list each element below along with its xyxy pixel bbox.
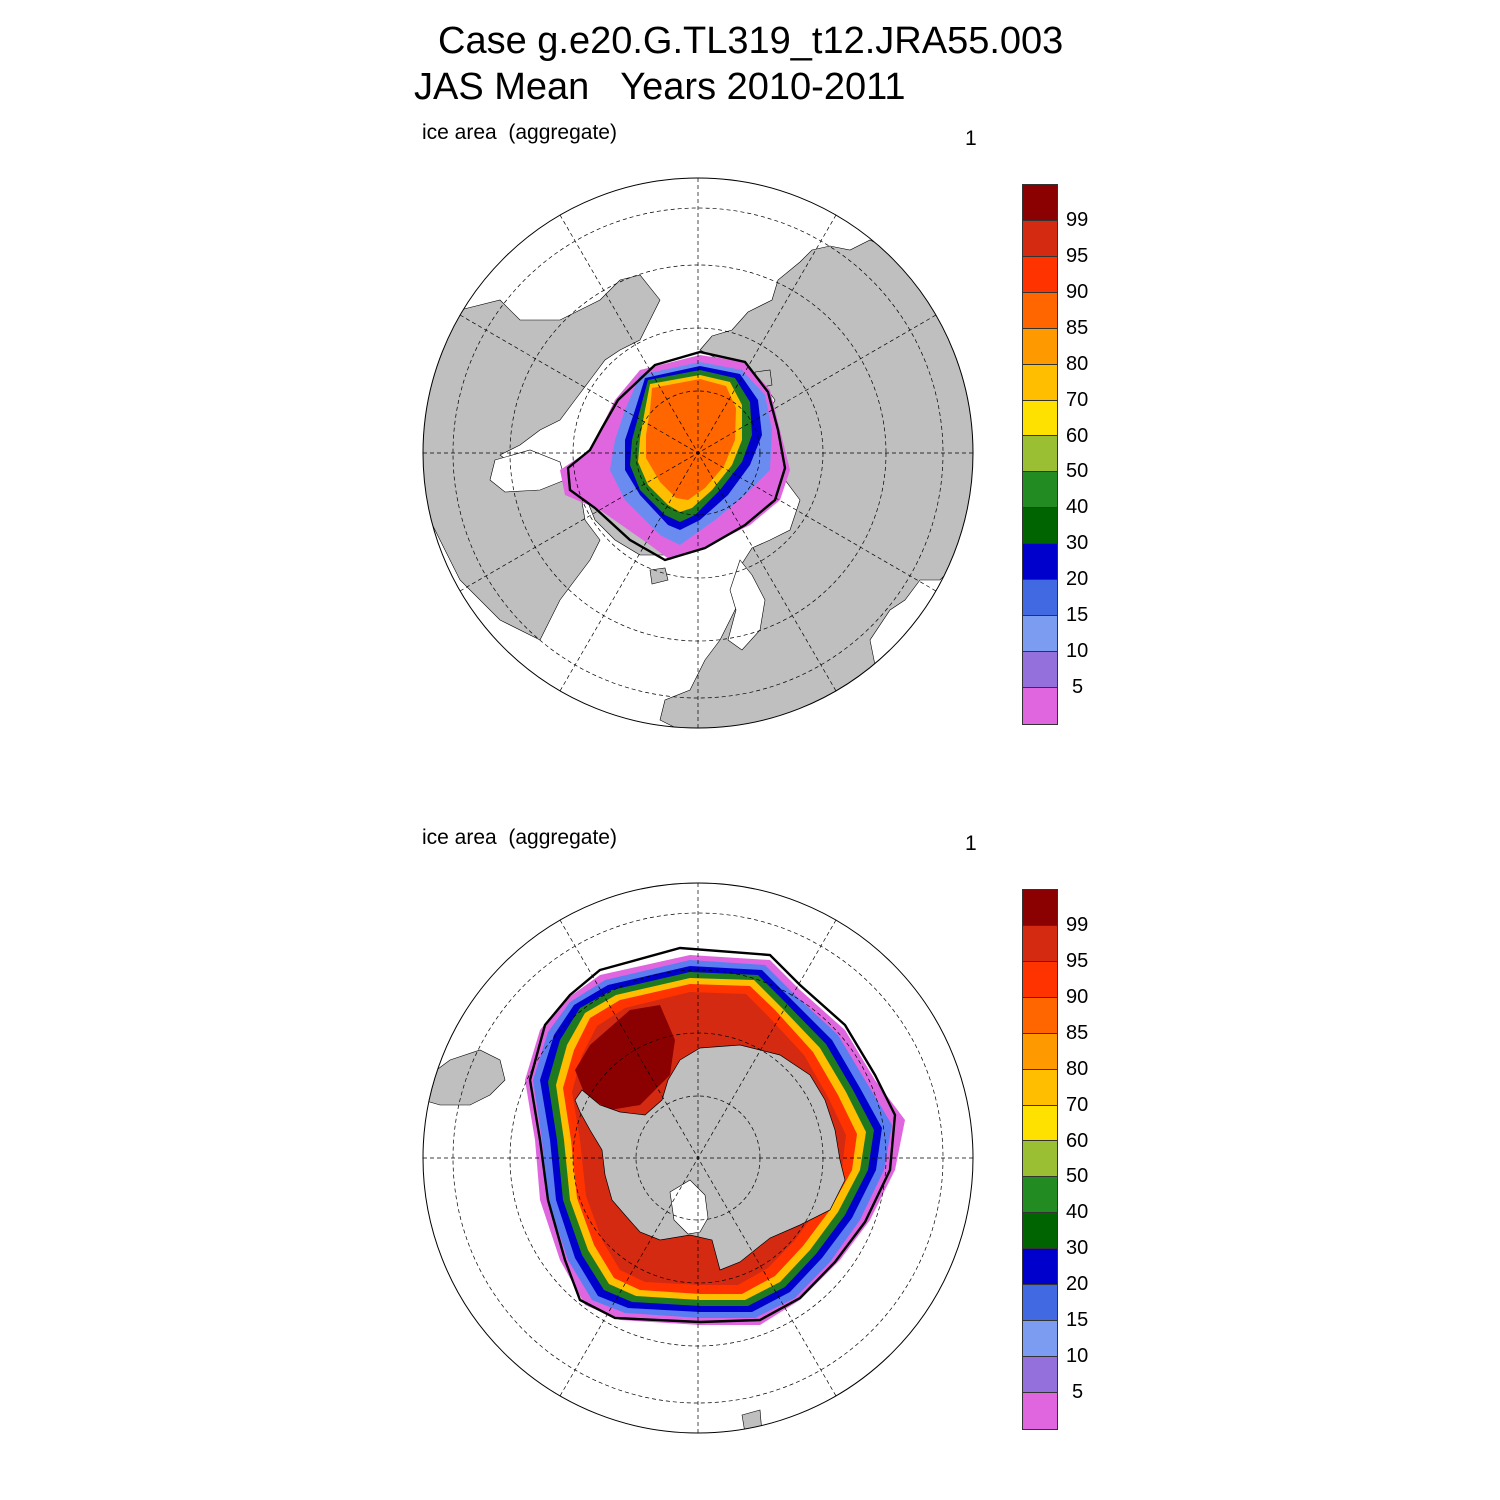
colorbar-tick-label: 60 <box>1066 1129 1089 1152</box>
south-ice-99 <box>575 1005 675 1110</box>
colorbar-box <box>1023 185 1057 221</box>
south-land-antarctica <box>574 1044 846 1271</box>
north-polar-map <box>423 178 973 728</box>
north-land-america <box>423 274 661 641</box>
colorbar-tick-label: 15 <box>1066 1309 1089 1332</box>
colorbar-tick-label: 70 <box>1066 1093 1089 1116</box>
colorbar-tick-label: 20 <box>1066 1273 1089 1296</box>
colorbar-tick-label: 20 <box>1066 568 1089 591</box>
title-line-1: Case g.e20.G.TL319_t12.JRA55.003 <box>438 20 1064 62</box>
colorbar-tick-label: 15 <box>1066 604 1089 627</box>
colorbar-box <box>1023 436 1057 473</box>
colorbar-box <box>1023 1356 1057 1393</box>
colorbar-box <box>1023 1392 1057 1429</box>
colorbar-box <box>1023 1069 1057 1106</box>
colorbar-tick-label: 40 <box>1066 1201 1089 1224</box>
colorbar-box <box>1023 400 1057 437</box>
colorbar-box <box>1023 1033 1057 1070</box>
colorbar-box <box>1023 997 1057 1034</box>
colorbar-box <box>1023 1321 1057 1357</box>
colorbar-tick-label: 10 <box>1066 1345 1089 1368</box>
colorbar-tick-label: 80 <box>1066 1057 1089 1080</box>
south-ross-shelf <box>669 1179 709 1235</box>
colorbar-north <box>1022 184 1058 725</box>
colorbar-tick-label: 30 <box>1066 532 1089 555</box>
colorbar-tick-label: 99 <box>1066 208 1089 231</box>
colorbar-box <box>1023 580 1057 617</box>
colorbar-box <box>1023 687 1057 724</box>
colorbar-box <box>1023 961 1057 998</box>
colorbar-box <box>1023 1177 1057 1214</box>
panel-south-label: ice area (aggregate) <box>422 826 617 849</box>
north-hudson-bay <box>489 449 566 493</box>
colorbar-tick-label: 99 <box>1066 913 1089 936</box>
colorbar-tick-label: 85 <box>1066 1021 1089 1044</box>
north-baltic <box>727 559 766 651</box>
colorbar-tick-label: 90 <box>1066 985 1089 1008</box>
south-observed-edge <box>528 946 897 1324</box>
north-boundary <box>422 177 974 729</box>
colorbar-box <box>1023 1285 1057 1322</box>
colorbar-box <box>1023 328 1057 365</box>
colorbar-box <box>1023 1249 1057 1286</box>
colorbar-box <box>1023 616 1057 652</box>
colorbar-box <box>1023 544 1057 581</box>
south-polar-map <box>423 883 973 1433</box>
colorbar-box <box>1023 508 1057 545</box>
colorbar-tick-label: 60 <box>1066 424 1089 447</box>
panel-north-label: ice area (aggregate) <box>422 121 617 144</box>
colorbar-tick-label: 30 <box>1066 1237 1089 1260</box>
colorbar-tick-label: 95 <box>1066 244 1089 267</box>
colorbar-box <box>1023 651 1057 688</box>
colorbar-box <box>1023 220 1057 257</box>
colorbar-tick-label: 90 <box>1066 280 1089 303</box>
north-graticule <box>423 178 973 728</box>
colorbar-box <box>1023 890 1057 926</box>
colorbar-box <box>1023 1105 1057 1142</box>
north-observed-edge <box>566 350 787 562</box>
title-line-2: JAS Mean Years 2010-2011 <box>414 66 906 108</box>
colorbar-box <box>1023 256 1057 293</box>
colorbar-box <box>1023 925 1057 962</box>
colorbar-tick-label: 85 <box>1066 316 1089 339</box>
colorbar-tick-label: 50 <box>1066 460 1089 483</box>
south-land-america <box>423 1049 506 1106</box>
colorbar-tick-label: 10 <box>1066 640 1089 663</box>
colorbar-south <box>1022 889 1058 1430</box>
colorbar-box <box>1023 1141 1057 1178</box>
colorbar-box <box>1023 1213 1057 1250</box>
colorbar-box <box>1023 364 1057 401</box>
colorbar-tick-label: 5 <box>1072 1381 1084 1404</box>
colorbar-box <box>1023 292 1057 329</box>
colorbar-tick-label: 5 <box>1072 676 1084 699</box>
colorbar-tick-label: 80 <box>1066 352 1089 375</box>
colorbar-tick-label: 70 <box>1066 388 1089 411</box>
colorbar-tick-label: 50 <box>1066 1165 1089 1188</box>
colorbar-box <box>1023 472 1057 509</box>
south-boundary <box>422 882 974 1434</box>
colorbar-tick-label: 40 <box>1066 496 1089 519</box>
south-graticule <box>423 883 973 1433</box>
colorbar-tick-label: 95 <box>1066 949 1089 972</box>
panel-south-number: 1 <box>965 832 977 855</box>
panel-north-number: 1 <box>965 127 977 150</box>
